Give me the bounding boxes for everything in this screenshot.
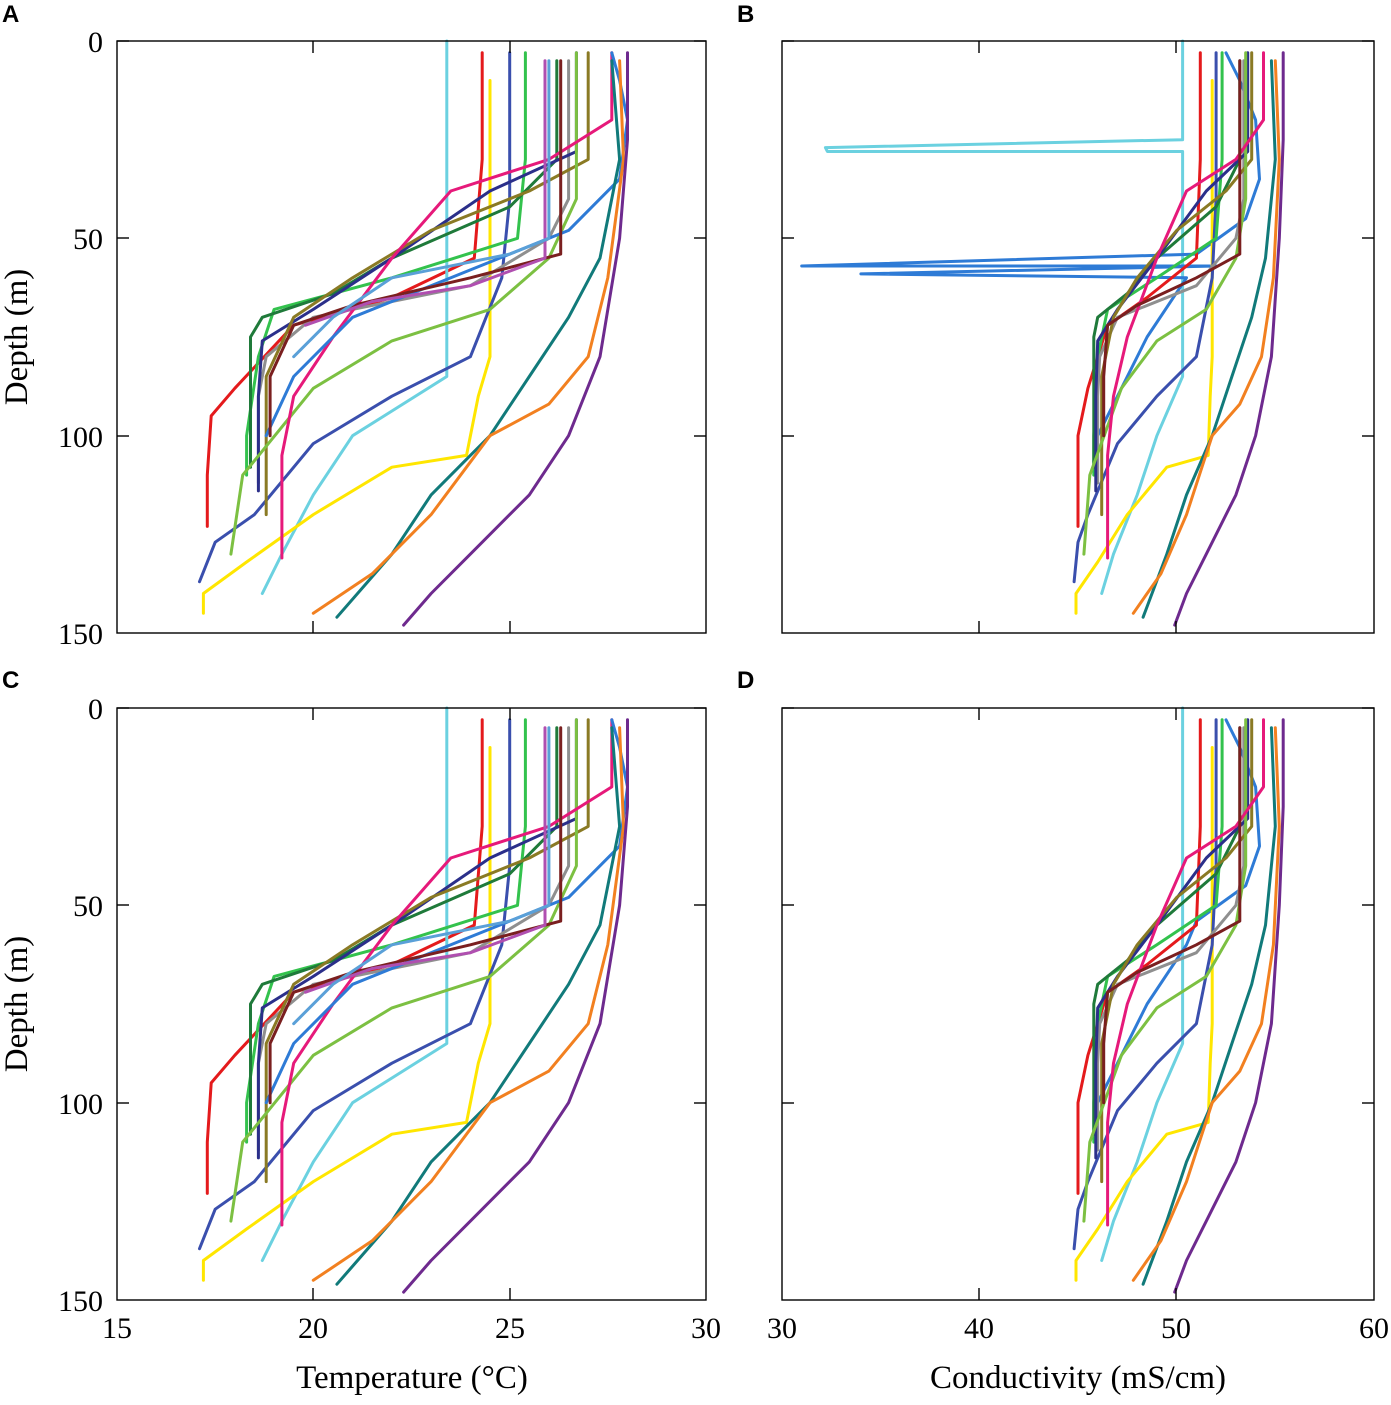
x-tick-label: 25 [495, 1312, 525, 1345]
profile-line-c-15 [311, 726, 625, 1282]
profile-line-d-15 [1131, 726, 1281, 1282]
y-ticks-b [782, 40, 1374, 437]
y-tick-label: 0 [88, 26, 103, 59]
y-ticks-a: 0 50 100 150 [58, 26, 706, 651]
axes-frame-b [781, 40, 1375, 634]
profile-line-d-1 [1100, 706, 1185, 1262]
profile-line-b-14 [1141, 59, 1277, 619]
y-axis-label-a: Depth (m) [0, 269, 35, 406]
plot-area-a [198, 39, 629, 627]
panel-letter-d: D [737, 667, 754, 694]
profile-line-a-18 [292, 59, 551, 359]
axes-frame-c [116, 707, 707, 1301]
profile-line-d-16 [1173, 718, 1285, 1294]
axes-frame-a [116, 40, 707, 634]
profile-line-c-3 [201, 746, 492, 1282]
profile-line-c-18 [292, 726, 551, 1026]
x-axis-label-d: Conductivity (mS/cm) [930, 1360, 1226, 1396]
panel-letter-c: C [2, 667, 19, 694]
y-tick-label: 50 [73, 890, 103, 923]
profile-line-b-5 [1072, 51, 1218, 584]
x-ticks-d: 30 40 50 60 [767, 708, 1389, 1345]
profile-line-b-16 [1173, 51, 1285, 627]
profile-line-d-13 [1102, 726, 1242, 1105]
panel-letter-a: A [2, 1, 19, 28]
profile-line-c-2 [260, 706, 449, 1262]
profile-line-d-12 [1106, 718, 1265, 1227]
x-tick-label: 15 [102, 1312, 132, 1345]
profile-line-b-13 [1102, 59, 1242, 438]
x-tick-label: 40 [964, 1312, 994, 1345]
panel-a: A Depth (m) 0 50 100 150 [0, 1, 707, 651]
profile-line-a-15 [311, 59, 625, 615]
profile-line-a-9 [264, 51, 590, 517]
profile-line-d-14 [1141, 726, 1277, 1286]
profile-line-b-9 [1094, 51, 1250, 493]
profile-line-b-12 [1106, 51, 1265, 560]
plot-area-b [800, 39, 1285, 627]
panel-c: C Depth (m) 0 50 100 150 15 20 25 30 Tem… [0, 667, 721, 1396]
y-axis-label-c: Depth (m) [0, 936, 35, 1073]
panel-d: D 30 40 50 60 Conductivity (mS/cm) [737, 667, 1389, 1396]
x-ticks-a [312, 41, 511, 633]
profile-line-c-17 [304, 726, 547, 994]
profile-line-a-10 [229, 51, 578, 556]
x-tick-label: 50 [1161, 1312, 1191, 1345]
profile-line-b-11 [1082, 51, 1248, 556]
profile-line-c-16 [402, 718, 629, 1294]
profile-line-a-11 [280, 51, 614, 560]
profile-line-c-11 [280, 718, 614, 1227]
profile-line-a-14 [335, 59, 622, 619]
x-tick-label: 20 [298, 1312, 328, 1345]
profile-line-c-9 [264, 718, 590, 1184]
profile-line-a-17 [304, 59, 547, 327]
x-tick-label: 60 [1359, 1312, 1389, 1345]
profile-line-b-1 [823, 39, 1185, 595]
profile-line-d-8 [1096, 726, 1246, 1152]
x-tick-label: 30 [691, 1312, 721, 1345]
x-ticks-c: 15 20 25 30 [102, 708, 721, 1345]
profile-line-d-5 [1072, 718, 1218, 1251]
axes-frame-d [781, 707, 1375, 1301]
x-axis-label-c: Temperature (°C) [296, 1360, 528, 1396]
profile-line-d-9 [1094, 718, 1250, 1160]
profile-line-c-14 [335, 726, 622, 1286]
plot-area-c [198, 706, 629, 1294]
profile-line-c-4 [198, 718, 512, 1251]
profile-line-a-2 [260, 39, 449, 595]
profile-line-b-8 [1096, 59, 1246, 485]
profile-line-a-4 [198, 51, 512, 584]
y-ticks-d [782, 707, 1374, 1104]
y-tick-label: 100 [58, 1088, 103, 1121]
profile-line-a-16 [402, 51, 629, 627]
profile-line-b-2 [800, 51, 1261, 438]
y-tick-label: 150 [58, 618, 103, 651]
profile-line-a-3 [201, 79, 492, 615]
profile-line-b-15 [1131, 59, 1281, 615]
panel-b: B [737, 1, 1375, 634]
profile-line-d-11 [1082, 718, 1248, 1223]
y-ticks-c: 0 50 100 150 [58, 693, 706, 1318]
y-tick-label: 0 [88, 693, 103, 726]
x-tick-label: 30 [767, 1312, 797, 1345]
y-tick-label: 100 [58, 421, 103, 454]
y-tick-label: 150 [58, 1285, 103, 1318]
profile-line-d-10 [1100, 718, 1254, 1184]
y-tick-label: 50 [73, 223, 103, 256]
profile-line-b-10 [1100, 51, 1254, 517]
panel-letter-b: B [737, 1, 754, 28]
profile-line-c-10 [229, 718, 578, 1223]
x-ticks-b [978, 41, 1177, 633]
profile-line-d-2 [1096, 718, 1261, 1105]
plot-area-d [1072, 706, 1285, 1294]
